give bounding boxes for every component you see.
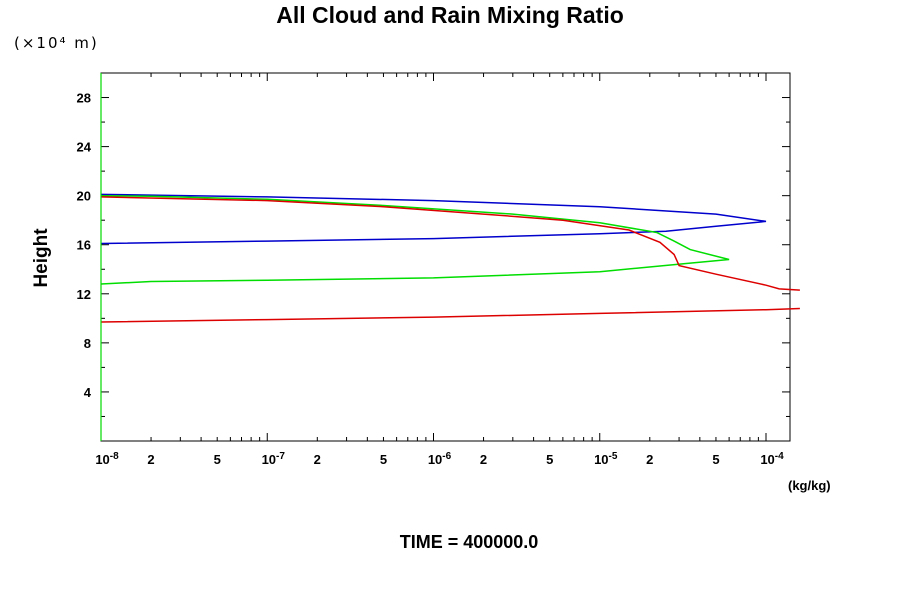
x-tick-label: 10-4 [760, 451, 784, 467]
x-tick-label: 10-6 [428, 451, 452, 467]
y-tick-label: 28 [77, 91, 91, 106]
series-lines [100, 73, 800, 441]
x-tick-label: 5 [214, 452, 221, 467]
series-line-3 [100, 307, 800, 323]
series-line-1 [100, 193, 767, 245]
y-tick-label: 8 [84, 336, 91, 351]
y-tick-label: 16 [77, 238, 91, 253]
series-line-4 [100, 196, 800, 291]
chart-title: All Cloud and Rain Mixing Ratio [276, 2, 624, 28]
x-tick-label: 5 [546, 452, 553, 467]
time-label: TIME = 400000.0 [399, 532, 539, 552]
plot-frame [100, 72, 791, 442]
x-tick-label: 5 [380, 452, 387, 467]
x-tick-label: 2 [480, 452, 487, 467]
y-tick-label: 20 [77, 189, 91, 204]
x-tick-label: 2 [646, 452, 653, 467]
x-tick-label: 2 [147, 452, 154, 467]
y-tick-label: 24 [77, 140, 92, 155]
series-line-2 [100, 194, 730, 285]
x-axis-unit: (kg/kg) [788, 478, 831, 493]
x-tick-label: 10-5 [594, 451, 618, 467]
x-tick-label: 10-7 [262, 451, 286, 467]
x-tick-label: 5 [712, 452, 719, 467]
x-tick-label: 10-8 [95, 451, 119, 467]
y-axis-unit: (×10⁴ m) [14, 34, 99, 52]
tick-labels: 4 8 12 16 20 24 28 10-8 2 5 10-7 2 5 10-6 2 5 10-5 2 5 10-4 [77, 91, 785, 467]
y-tick-label: 4 [84, 385, 92, 400]
axis-ticks [100, 73, 790, 441]
x-tick-label: 2 [314, 452, 321, 467]
y-tick-label: 12 [77, 287, 91, 302]
